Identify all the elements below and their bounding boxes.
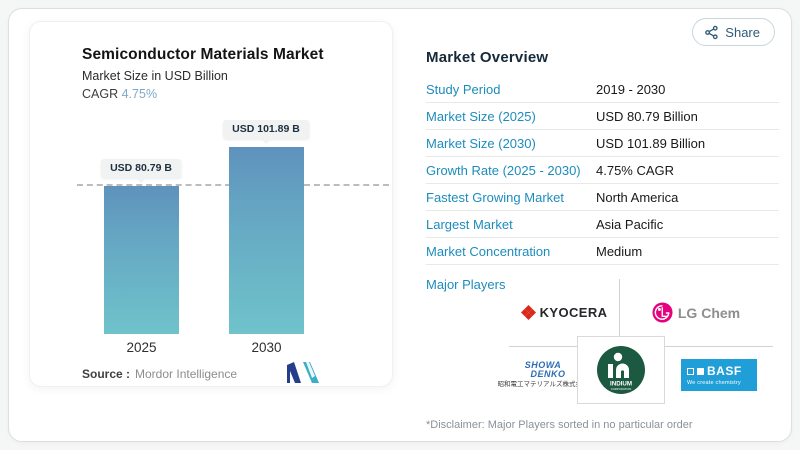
kyocera-icon xyxy=(520,305,536,320)
showa-denko-wordmark-line1: SHOWA xyxy=(524,360,562,371)
chart-header: Semiconductor Materials Market Market Si… xyxy=(82,46,324,101)
chart-title: Semiconductor Materials Market xyxy=(82,46,324,63)
row-label: Market Size (2025) xyxy=(426,108,536,124)
row-label: Largest Market xyxy=(426,216,513,232)
basf-outline-square-icon xyxy=(687,367,694,375)
cagr-label: CAGR xyxy=(82,87,119,101)
row-value: USD 101.89 Billion xyxy=(596,135,706,151)
overview-table: Study Period 2019 - 2030 Market Size (20… xyxy=(426,76,779,265)
table-row: Market Size (2030) USD 101.89 Billion xyxy=(426,130,779,157)
market-overview-panel: Market Overview Study Period 2019 - 2030… xyxy=(426,49,779,292)
share-button-label: Share xyxy=(725,24,760,40)
row-label: Fastest Growing Market xyxy=(426,189,564,205)
row-value: 4.75% CAGR xyxy=(596,162,675,178)
bar-2025[interactable] xyxy=(104,186,179,334)
row-label: Study Period xyxy=(426,81,501,97)
mordor-intelligence-logo xyxy=(287,362,319,383)
players-grid-vertical-divider xyxy=(619,279,620,346)
lg-chem-wordmark: LG Chem xyxy=(677,304,741,321)
x-axis-label-2025: 2025 xyxy=(126,340,157,355)
indium-subtext: CORPORATION xyxy=(611,387,632,391)
market-chart-card: Semiconductor Materials Market Market Si… xyxy=(29,21,393,387)
bar-2030[interactable] xyxy=(229,147,304,334)
showa-denko-wordmark-line2: DENKO xyxy=(530,369,566,380)
row-label: Market Size (2030) xyxy=(426,135,536,151)
lg-chem-icon xyxy=(652,302,673,323)
share-button[interactable]: Share xyxy=(692,18,775,46)
table-row: Study Period 2019 - 2030 xyxy=(426,76,779,103)
indium-logo: INDIUM CORPORATION xyxy=(577,336,665,404)
major-players-grid: KYOCERA LG Chem SHOWA DENKO 昭和電工マテリアルズ株式… xyxy=(498,279,773,404)
cagr-value: 4.75% xyxy=(121,87,158,101)
kyocera-wordmark: KYOCERA xyxy=(539,305,608,320)
chart-cagr: CAGR 4.75% xyxy=(82,87,324,101)
report-card: Semiconductor Materials Market Market Si… xyxy=(8,8,792,442)
basf-solid-square-icon xyxy=(697,367,704,375)
row-label: Growth Rate (2025 - 2030) xyxy=(426,162,581,178)
x-axis-label-2030: 2030 xyxy=(251,340,282,355)
share-icon xyxy=(705,25,718,39)
table-row: Market Size (2025) USD 80.79 Billion xyxy=(426,103,779,130)
source-value: Mordor Intelligence xyxy=(135,367,238,381)
row-value: USD 80.79 Billion xyxy=(596,108,698,124)
source-attribution: Source : Mordor Intelligence xyxy=(82,367,237,381)
row-value: North America xyxy=(596,189,679,205)
source-label: Source : xyxy=(82,367,131,381)
basf-logo: BASF We create chemistry xyxy=(665,346,773,404)
basf-tagline: We create chemistry xyxy=(687,380,741,386)
showa-denko-logo: SHOWA DENKO 昭和電工マテリアルズ株式会社 xyxy=(498,346,589,404)
showa-denko-japanese-text: 昭和電工マテリアルズ株式会社 xyxy=(497,381,589,389)
indium-logo-circle: INDIUM CORPORATION xyxy=(597,346,645,394)
basf-wordmark: BASF xyxy=(707,364,742,378)
indium-wordmark: INDIUM xyxy=(610,381,632,388)
row-value: Asia Pacific xyxy=(596,216,664,232)
major-players-label: Major Players xyxy=(426,277,506,292)
row-value: 2019 - 2030 xyxy=(596,81,666,97)
table-row: Fastest Growing Market North America xyxy=(426,184,779,211)
chart-subtitle: Market Size in USD Billion xyxy=(82,69,228,83)
row-value: Medium xyxy=(596,243,643,259)
lg-chem-logo: LG Chem xyxy=(619,279,773,346)
table-row: Market Concentration Medium xyxy=(426,238,779,265)
table-row: Largest Market Asia Pacific xyxy=(426,211,779,238)
table-row: Growth Rate (2025 - 2030) 4.75% CAGR xyxy=(426,157,779,184)
row-label: Market Concentration xyxy=(426,243,551,259)
panel-heading: Market Overview xyxy=(426,49,549,66)
bar-value-tooltip-2030: USD 101.89 B xyxy=(223,120,309,139)
basf-logo-box: BASF We create chemistry xyxy=(681,359,757,391)
bar-value-tooltip-2025: USD 80.79 B xyxy=(101,159,181,178)
kyocera-logo: KYOCERA xyxy=(509,279,619,346)
players-disclaimer: *Disclaimer: Major Players sorted in no … xyxy=(426,419,693,431)
